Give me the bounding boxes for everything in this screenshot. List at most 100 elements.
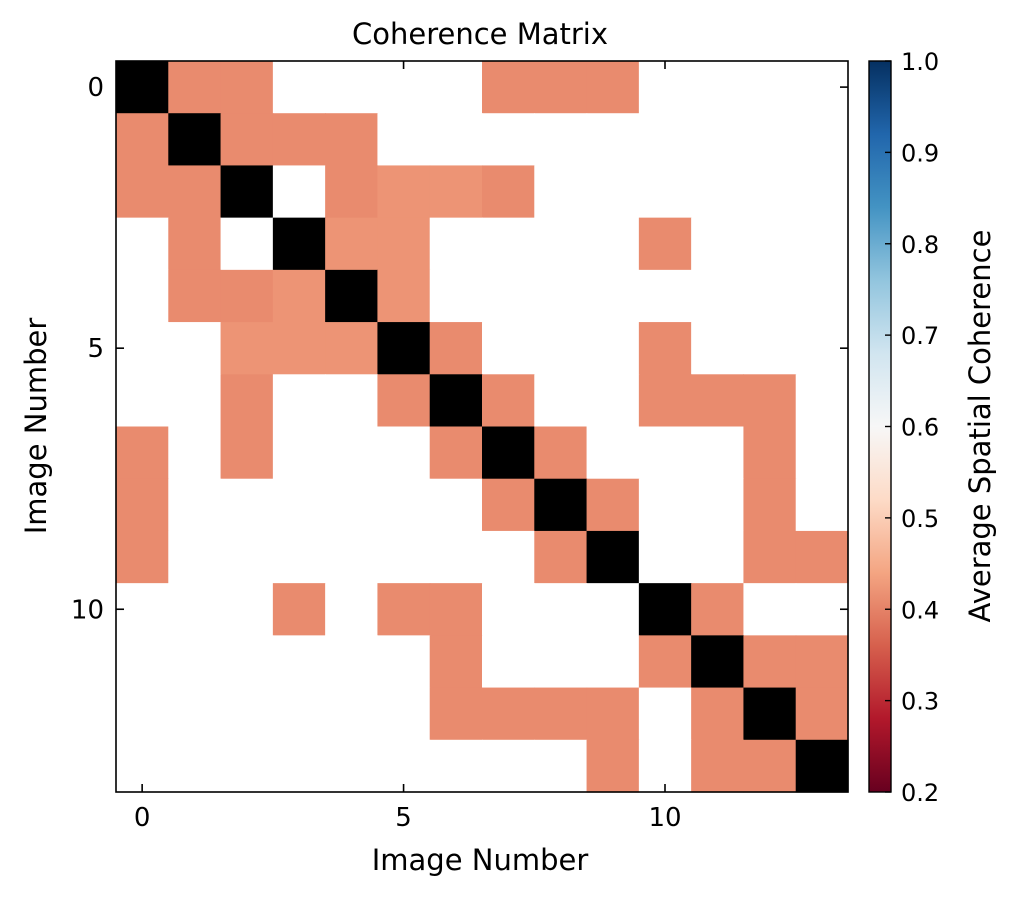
heatmap-cell (325, 61, 379, 114)
heatmap-cell (220, 113, 274, 167)
heatmap-cell (116, 530, 169, 584)
y-tick-label: 5 (87, 334, 104, 364)
heatmap-cell (743, 165, 797, 219)
heatmap-cell (429, 739, 483, 793)
heatmap-cell (795, 426, 849, 480)
heatmap-cell (377, 530, 431, 584)
heatmap-cell (377, 583, 431, 636)
heatmap-cell (482, 583, 535, 636)
heatmap-cell (482, 113, 535, 167)
colorbar-ticks: 0.2 0.3 0.4 0.5 0.6 0.7 0.8 0.9 1.0 (885, 48, 939, 807)
heatmap-cell (272, 165, 326, 219)
heatmap-cell (691, 583, 745, 636)
heatmap-cell (429, 269, 483, 323)
heatmap-cell (116, 635, 169, 689)
heatmap-cell (325, 635, 379, 689)
heatmap-cell (586, 739, 640, 793)
heatmap-cell (325, 217, 379, 271)
heatmap-cell (325, 165, 379, 219)
heatmap-cell (586, 426, 640, 480)
heatmap-cell (743, 374, 797, 428)
heatmap-cell (116, 165, 169, 219)
heatmap-cell (377, 687, 431, 741)
heatmap-cell (482, 61, 535, 114)
heatmap-cell (795, 687, 849, 741)
heatmap-cell (534, 374, 588, 428)
heatmap-cell (168, 635, 222, 689)
heatmap-cell (534, 687, 588, 741)
heatmap-cell (429, 322, 483, 375)
heatmap-cell (168, 478, 222, 532)
heatmap-cell (638, 113, 692, 167)
heatmap-cell (272, 739, 326, 793)
heatmap-cell (429, 478, 483, 532)
heatmap-cell (168, 217, 222, 271)
heatmap-cell (795, 635, 849, 689)
heatmap-cell (220, 374, 274, 428)
heatmap-cell (220, 61, 274, 114)
x-axis-label: Image Number (372, 843, 589, 877)
heatmap-cell (377, 426, 431, 480)
heatmap-cell (168, 61, 222, 114)
heatmap-cell (482, 739, 535, 793)
heatmap-cell (377, 165, 431, 219)
heatmap-cell (377, 478, 431, 532)
heatmap-cell (534, 583, 588, 636)
chart-title: Coherence Matrix (352, 17, 608, 51)
heatmap-cell (116, 322, 169, 375)
heatmap-cell (691, 426, 745, 480)
heatmap-cell (168, 322, 222, 375)
heatmap-cell (377, 635, 431, 689)
heatmap-cell (377, 61, 431, 114)
heatmap-cell (534, 269, 588, 323)
heatmap-cell (691, 635, 745, 689)
colorbar-tick-label: 1.0 (901, 48, 939, 76)
heatmap-cell (534, 635, 588, 689)
colorbar-tick-label: 0.9 (901, 139, 939, 167)
heatmap-cell (220, 530, 274, 584)
heatmap-cell (429, 687, 483, 741)
heatmap-cell (272, 426, 326, 480)
heatmap-cell (482, 635, 535, 689)
heatmap-cell (638, 478, 692, 532)
heatmap-cell (534, 530, 588, 584)
heatmap-cell (220, 426, 274, 480)
heatmap-cell (795, 269, 849, 323)
x-tick-label: 0 (134, 803, 151, 833)
heatmap-cell (377, 322, 431, 375)
heatmap-cell (691, 478, 745, 532)
heatmap-cell (116, 426, 169, 480)
heatmap-cell (325, 322, 379, 375)
heatmap-cell (220, 739, 274, 793)
heatmap-cell (795, 322, 849, 375)
heatmap-cell (272, 530, 326, 584)
heatmap-cell (220, 217, 274, 271)
heatmap-cell (168, 583, 222, 636)
heatmap-cell (586, 687, 640, 741)
heatmap-cell (272, 113, 326, 167)
heatmap-cell (691, 269, 745, 323)
heatmap-cell (482, 687, 535, 741)
heatmap-cell (638, 165, 692, 219)
heatmap-cell (638, 583, 692, 636)
heatmap-cell (429, 635, 483, 689)
heatmap-cell (795, 739, 849, 793)
heatmap-cell (534, 217, 588, 271)
heatmap-cell (325, 113, 379, 167)
heatmap-cell (743, 530, 797, 584)
heatmap-cell (429, 530, 483, 584)
heatmap-cell (795, 583, 849, 636)
heatmap-cell (429, 426, 483, 480)
heatmap-cell (743, 61, 797, 114)
heatmap-cell (691, 165, 745, 219)
heatmap-cell (325, 426, 379, 480)
heatmap-cell (272, 478, 326, 532)
heatmap-cell (638, 687, 692, 741)
heatmap-cell (220, 478, 274, 532)
heatmap-cell (638, 322, 692, 375)
colorbar-tick-label: 0.7 (901, 322, 939, 350)
heatmap-cell (795, 61, 849, 114)
heatmap-cell (638, 635, 692, 689)
heatmap-cell (638, 426, 692, 480)
